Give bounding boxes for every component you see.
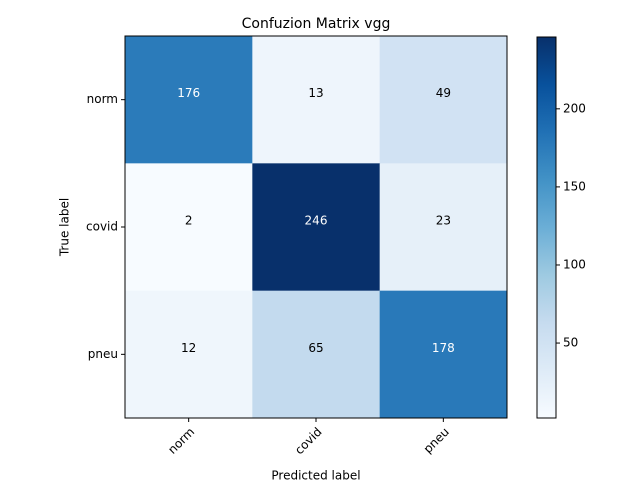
heatmap-cell [252, 36, 381, 164]
heatmap-cell [252, 163, 381, 292]
colorbar-tick-label: 150 [563, 179, 586, 193]
cell-label: 65 [308, 341, 323, 355]
heatmap-cell [379, 163, 508, 292]
colorbar-tick-label: 50 [563, 336, 578, 350]
cell-label: 23 [436, 214, 451, 228]
cell-label: 2 [185, 214, 193, 228]
cell-label: 49 [436, 86, 451, 100]
y-tick-label: norm [87, 92, 118, 106]
y-tick-label: pneu [88, 347, 118, 361]
x-tick-label: norm [165, 425, 197, 457]
chart-title: Confuzion Matrix vgg [242, 16, 391, 32]
x-axis-label: Predicted label [271, 469, 360, 480]
y-tick-label: covid [86, 220, 118, 234]
heatmap-cell [125, 290, 253, 419]
cell-label: 176 [177, 86, 200, 100]
colorbar-tick-label: 100 [563, 257, 586, 271]
colorbar [536, 36, 557, 419]
heatmap-cell [379, 36, 508, 164]
heatmap-cell [125, 36, 253, 164]
cell-label: 13 [308, 86, 323, 100]
heatmap-cell [125, 163, 253, 292]
y-axis-label: True label [58, 198, 72, 257]
cell-label: 178 [432, 341, 455, 355]
heatmap-cell [252, 290, 381, 419]
cell-label: 246 [305, 214, 328, 228]
heatmap-cell [379, 290, 508, 419]
x-tick-label: covid [292, 425, 325, 458]
colorbar-tick-label: 200 [563, 101, 586, 115]
cell-label: 12 [181, 341, 196, 355]
x-tick-label: pneu [421, 425, 452, 456]
